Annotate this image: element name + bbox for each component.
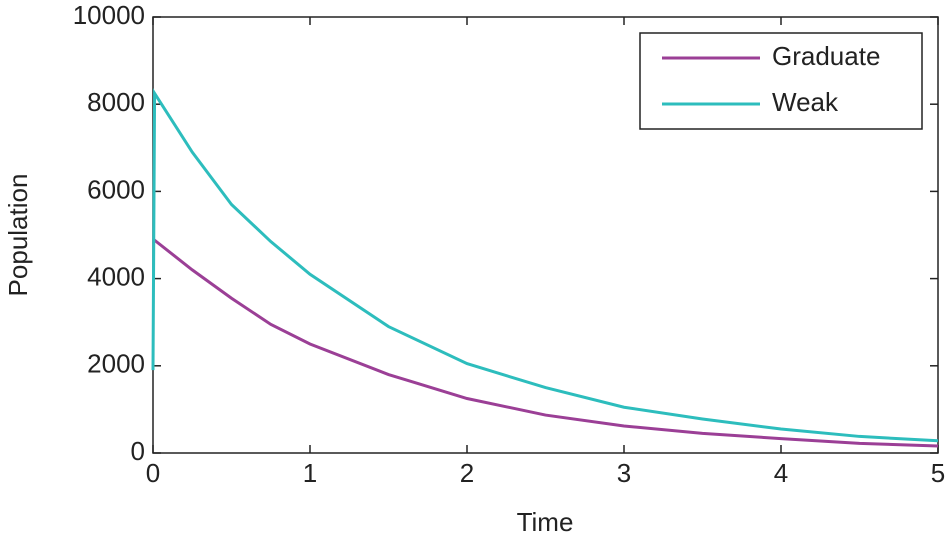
x-tick-label: 3 [617, 458, 631, 488]
data-line [152, 238, 939, 448]
x-tick-label: 2 [460, 458, 474, 488]
x-tick-label: 4 [774, 458, 788, 488]
y-tick-label: 4000 [87, 261, 145, 291]
y-tick-label: 2000 [87, 349, 145, 379]
data-line [151, 88, 939, 443]
y-tick-label: 0 [131, 436, 145, 466]
legend-box [639, 32, 923, 130]
legend-label: Graduate [772, 41, 880, 71]
x-tick-label: 1 [303, 458, 317, 488]
x-axis-label: Time [517, 507, 574, 537]
x-tick-label: 5 [931, 458, 945, 488]
x-tick-label: 0 [146, 458, 160, 488]
y-tick-label: 6000 [87, 174, 145, 204]
y-tick-label: 10000 [73, 0, 145, 30]
y-axis-label: Population [3, 174, 33, 297]
y-tick-label: 8000 [87, 87, 145, 117]
legend-label: Weak [772, 87, 839, 117]
